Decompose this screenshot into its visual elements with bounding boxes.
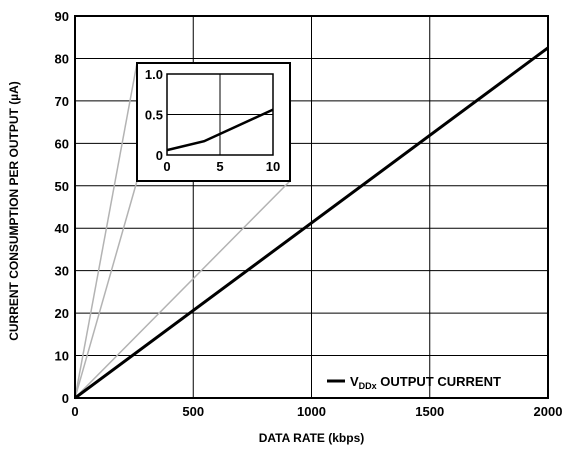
main-grid <box>75 16 548 398</box>
inset-box <box>136 62 291 182</box>
plot-frame <box>74 15 549 399</box>
x-tick-label: 1000 <box>297 404 326 419</box>
legend-label-rest: OUTPUT CURRENT <box>377 374 501 389</box>
y-axis-title: CURRENT CONSUMPTION PER OUTPUT (µA) <box>7 81 21 341</box>
y-tick-label: 80 <box>55 51 69 66</box>
zoom-guide-lines <box>74 62 291 399</box>
inset-chart: 0 5 10 0 0.5 1.0 <box>136 62 291 182</box>
legend-label-sub: DDx <box>359 381 377 391</box>
series-line <box>74 46 549 400</box>
y-tick-label: 90 <box>55 9 69 24</box>
legend-label-main: V <box>350 374 359 389</box>
inset-series-line <box>166 108 274 152</box>
y-tick-label: 40 <box>55 221 69 236</box>
inset-y-tick-label: 1.0 <box>145 67 163 82</box>
x-tick-label: 2000 <box>534 404 563 419</box>
y-tick-label: 70 <box>55 94 69 109</box>
inset-y-tick-label: 0 <box>156 148 163 163</box>
zoom-line <box>74 62 138 399</box>
inset-x-tick-label: 5 <box>216 159 223 174</box>
main-series <box>74 46 549 400</box>
zoom-line <box>74 180 291 399</box>
y-tick-label: 10 <box>55 349 69 364</box>
legend-label: VDDx OUTPUT CURRENT <box>350 374 501 391</box>
inset-y-tick-label: 0.5 <box>145 108 163 123</box>
inset-x-tick-label: 10 <box>266 159 280 174</box>
x-tick-label: 1500 <box>415 404 444 419</box>
y-tick-label: 0 <box>62 391 69 406</box>
y-tick-label: 50 <box>55 179 69 194</box>
legend: VDDx OUTPUT CURRENT <box>327 374 501 391</box>
x-axis-title: DATA RATE (kbps) <box>259 431 365 445</box>
y-tick-label: 60 <box>55 136 69 151</box>
inset-x-tick-label: 0 <box>163 159 170 174</box>
x-tick-label: 0 <box>71 404 78 419</box>
inset-plot-frame <box>166 73 274 156</box>
y-tick-label: 30 <box>55 264 69 279</box>
zoom-line <box>74 180 138 399</box>
y-tick-label: 20 <box>55 306 69 321</box>
x-tick-label: 500 <box>182 404 204 419</box>
